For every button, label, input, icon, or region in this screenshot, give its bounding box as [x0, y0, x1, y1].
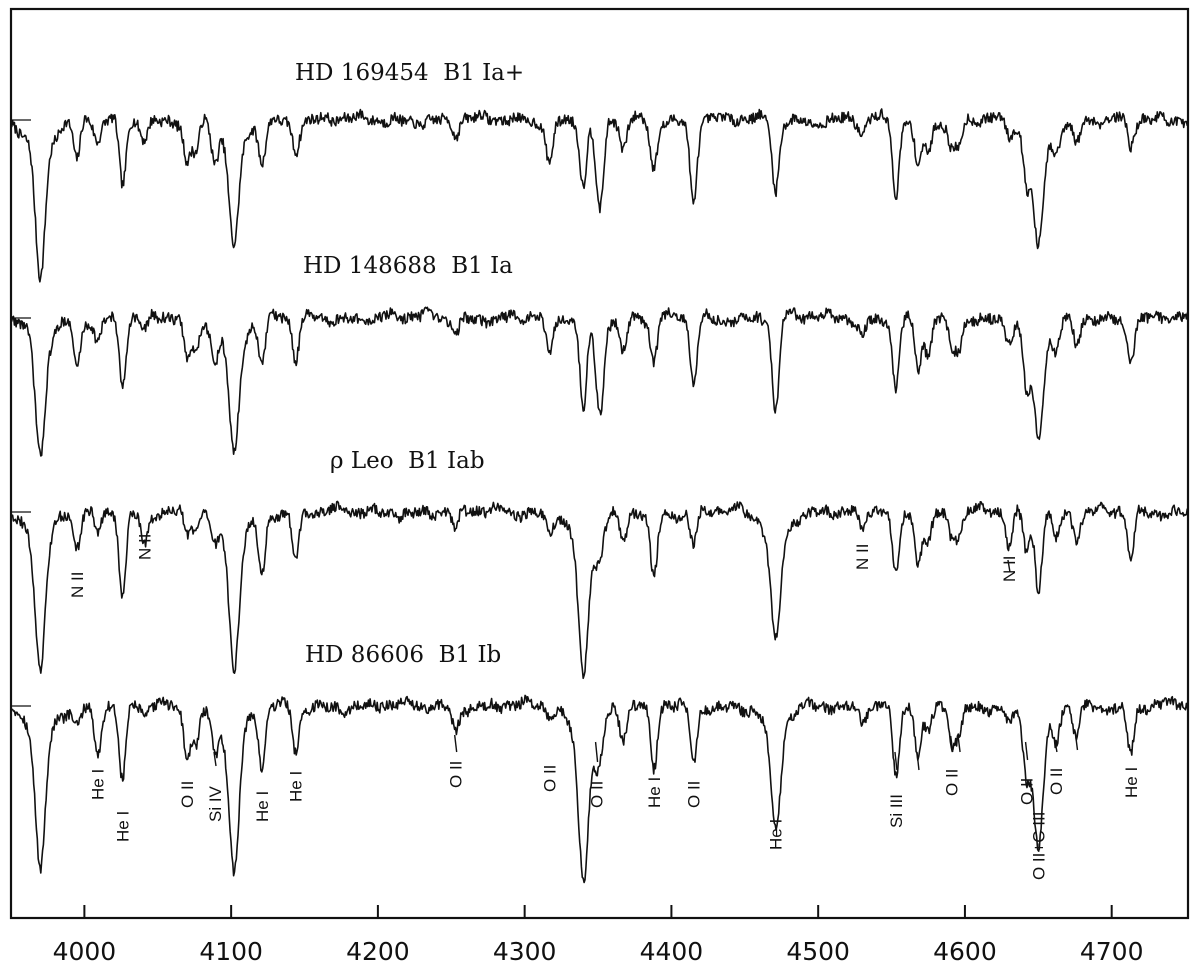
- line-id-label: He I: [253, 791, 272, 822]
- line-id-leader: [1074, 733, 1079, 751]
- line-id-label: N II: [68, 572, 87, 598]
- line-id-leader: [894, 751, 898, 771]
- line-id-label: He I: [287, 771, 306, 802]
- line-id-label: Si IV: [206, 785, 225, 822]
- spectrum-line: [10, 306, 1189, 457]
- x-tick-label: 4000: [53, 937, 117, 966]
- spectrum-title: HD 86606 B1 Ib: [305, 642, 501, 668]
- line-id-label: O II+C III: [1029, 812, 1048, 881]
- line-id-leader: [916, 751, 920, 771]
- line-id-label: O II: [684, 781, 703, 808]
- x-tick-label: 4500: [786, 937, 850, 966]
- line-id-leader: [213, 751, 217, 767]
- line-id-label: O II: [588, 781, 607, 808]
- x-tick-label: 4300: [493, 937, 557, 966]
- line-id-leader: [453, 734, 458, 753]
- line-id-label: O II: [178, 781, 197, 808]
- line-id-label: O II: [447, 761, 466, 788]
- line-id-label: He I: [89, 769, 108, 800]
- spectrum-title: HD 148688 B1 Ia: [303, 253, 513, 279]
- line-id-leader: [1054, 739, 1058, 753]
- spectrum-line: [10, 108, 1189, 283]
- line-id-label: N II: [853, 544, 872, 570]
- line-id-label: He I: [1122, 767, 1141, 798]
- spectrum-title: ρ Leo B1 Iab: [330, 448, 485, 474]
- x-tick-label: 4700: [1080, 937, 1144, 966]
- spectra-group: [10, 108, 1189, 884]
- line-id-label: He I: [767, 819, 786, 850]
- line-id-leader: [1024, 741, 1029, 761]
- x-tick-label: 4100: [199, 937, 263, 966]
- line-id-leader: [1007, 559, 1011, 573]
- line-id-label: He I: [645, 777, 664, 808]
- x-tick-label: 4400: [640, 937, 704, 966]
- line-id-label: N II: [136, 534, 155, 560]
- spectrum-line: [11, 694, 1189, 884]
- line-id-leader: [957, 735, 961, 753]
- line-id-label: He I: [114, 811, 133, 842]
- line-id-leader: [950, 735, 954, 753]
- line-id-label: O II: [541, 765, 560, 792]
- x-tick-label: 4600: [933, 937, 997, 966]
- line-id-label: O II: [943, 769, 962, 796]
- spectrum-title: HD 169454 B1 Ia+: [295, 60, 524, 86]
- line-id-label: O II: [1047, 768, 1066, 795]
- x-axis: 4000 4100 4200 4300 4400 4500 4600 4700: [53, 905, 1144, 966]
- line-id-label: O II: [1018, 778, 1037, 805]
- spectrum-titles: HD 169454 B1 Ia+ HD 148688 B1 Ia ρ Leo B1 …: [295, 60, 524, 668]
- x-tick-label: 4200: [346, 937, 410, 966]
- spectrum-line: [10, 500, 1189, 680]
- line-id-leader: [594, 741, 599, 763]
- plot-frame: [9, 7, 1190, 920]
- line-id-label: Si III: [887, 794, 906, 828]
